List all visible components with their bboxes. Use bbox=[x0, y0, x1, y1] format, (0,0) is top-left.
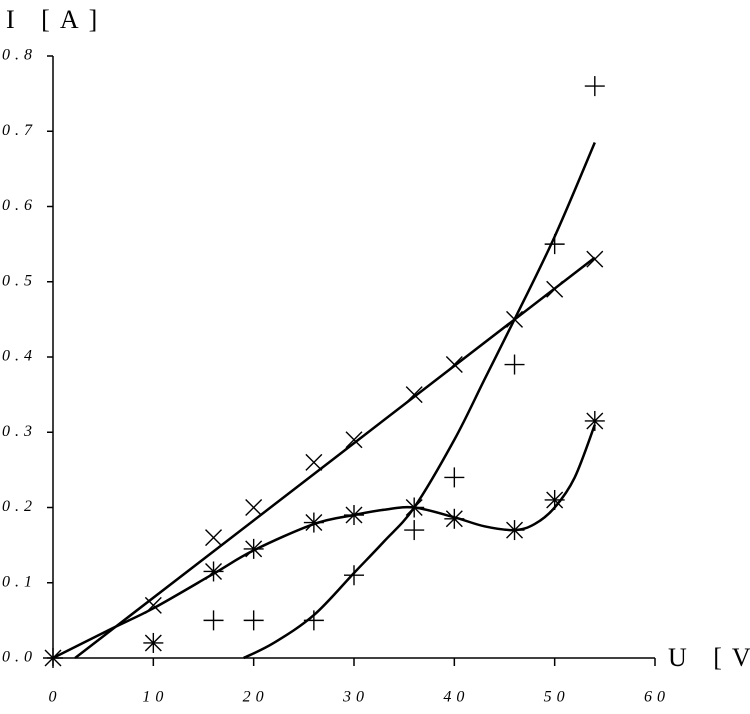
x-tick-label: 10 bbox=[142, 689, 168, 706]
marker-plus bbox=[203, 610, 224, 631]
x-tick-label: 20 bbox=[243, 689, 269, 706]
marker-asterisk bbox=[544, 489, 565, 510]
marker-asterisk bbox=[203, 561, 224, 582]
marker-cross bbox=[305, 453, 323, 471]
x-tick-label: 40 bbox=[443, 689, 469, 706]
y-tick-label: 0.4 bbox=[2, 348, 37, 365]
x-tick-label: 0 bbox=[49, 689, 62, 706]
marker-asterisk bbox=[584, 410, 605, 431]
fit-curve bbox=[74, 256, 596, 659]
y-tick-label: 0.5 bbox=[2, 272, 37, 289]
y-tick-label: 0.2 bbox=[2, 498, 37, 515]
marker-cross bbox=[144, 596, 162, 614]
marker-cross bbox=[506, 310, 524, 328]
marker-asterisk bbox=[143, 632, 164, 653]
y-tick-label: 0.7 bbox=[2, 122, 37, 139]
marker-plus bbox=[303, 610, 324, 631]
marker-asterisk bbox=[504, 520, 525, 541]
marker-asterisk bbox=[444, 508, 465, 529]
marker-plus bbox=[584, 76, 605, 97]
y-tick-label: 0.0 bbox=[2, 649, 37, 666]
marker-cross bbox=[405, 386, 423, 404]
marker-asterisk bbox=[303, 512, 324, 533]
marker-cross bbox=[245, 499, 263, 516]
y-tick-label: 0.1 bbox=[2, 573, 37, 590]
marker-plus bbox=[344, 565, 364, 586]
marker-cross bbox=[586, 250, 604, 268]
y-axis-label: I [A] bbox=[6, 5, 107, 34]
y-tick-label: 0.6 bbox=[2, 197, 37, 214]
marker-cross bbox=[205, 529, 223, 547]
marker-plus bbox=[404, 520, 425, 541]
fit-curve bbox=[243, 142, 596, 660]
x-axis-label: U [V] bbox=[668, 643, 750, 672]
marker-plus bbox=[544, 234, 565, 255]
marker-plus bbox=[243, 610, 264, 631]
marker-asterisk bbox=[43, 648, 63, 668]
marker-cross bbox=[546, 280, 564, 298]
y-tick-label: 0.3 bbox=[2, 423, 37, 440]
marker-plus bbox=[444, 467, 465, 488]
marker-asterisk bbox=[243, 538, 264, 559]
marker-cross bbox=[345, 431, 363, 449]
marker-asterisk bbox=[404, 497, 425, 518]
x-tick-label: 50 bbox=[544, 689, 570, 706]
marker-asterisk bbox=[344, 505, 364, 526]
y-tick-label: 0.8 bbox=[2, 47, 37, 64]
x-tick-label: 30 bbox=[342, 689, 369, 706]
marker-cross bbox=[445, 356, 463, 374]
marker-plus bbox=[504, 354, 525, 375]
x-tick-label: 60 bbox=[644, 689, 670, 706]
fit-curve bbox=[52, 424, 596, 660]
